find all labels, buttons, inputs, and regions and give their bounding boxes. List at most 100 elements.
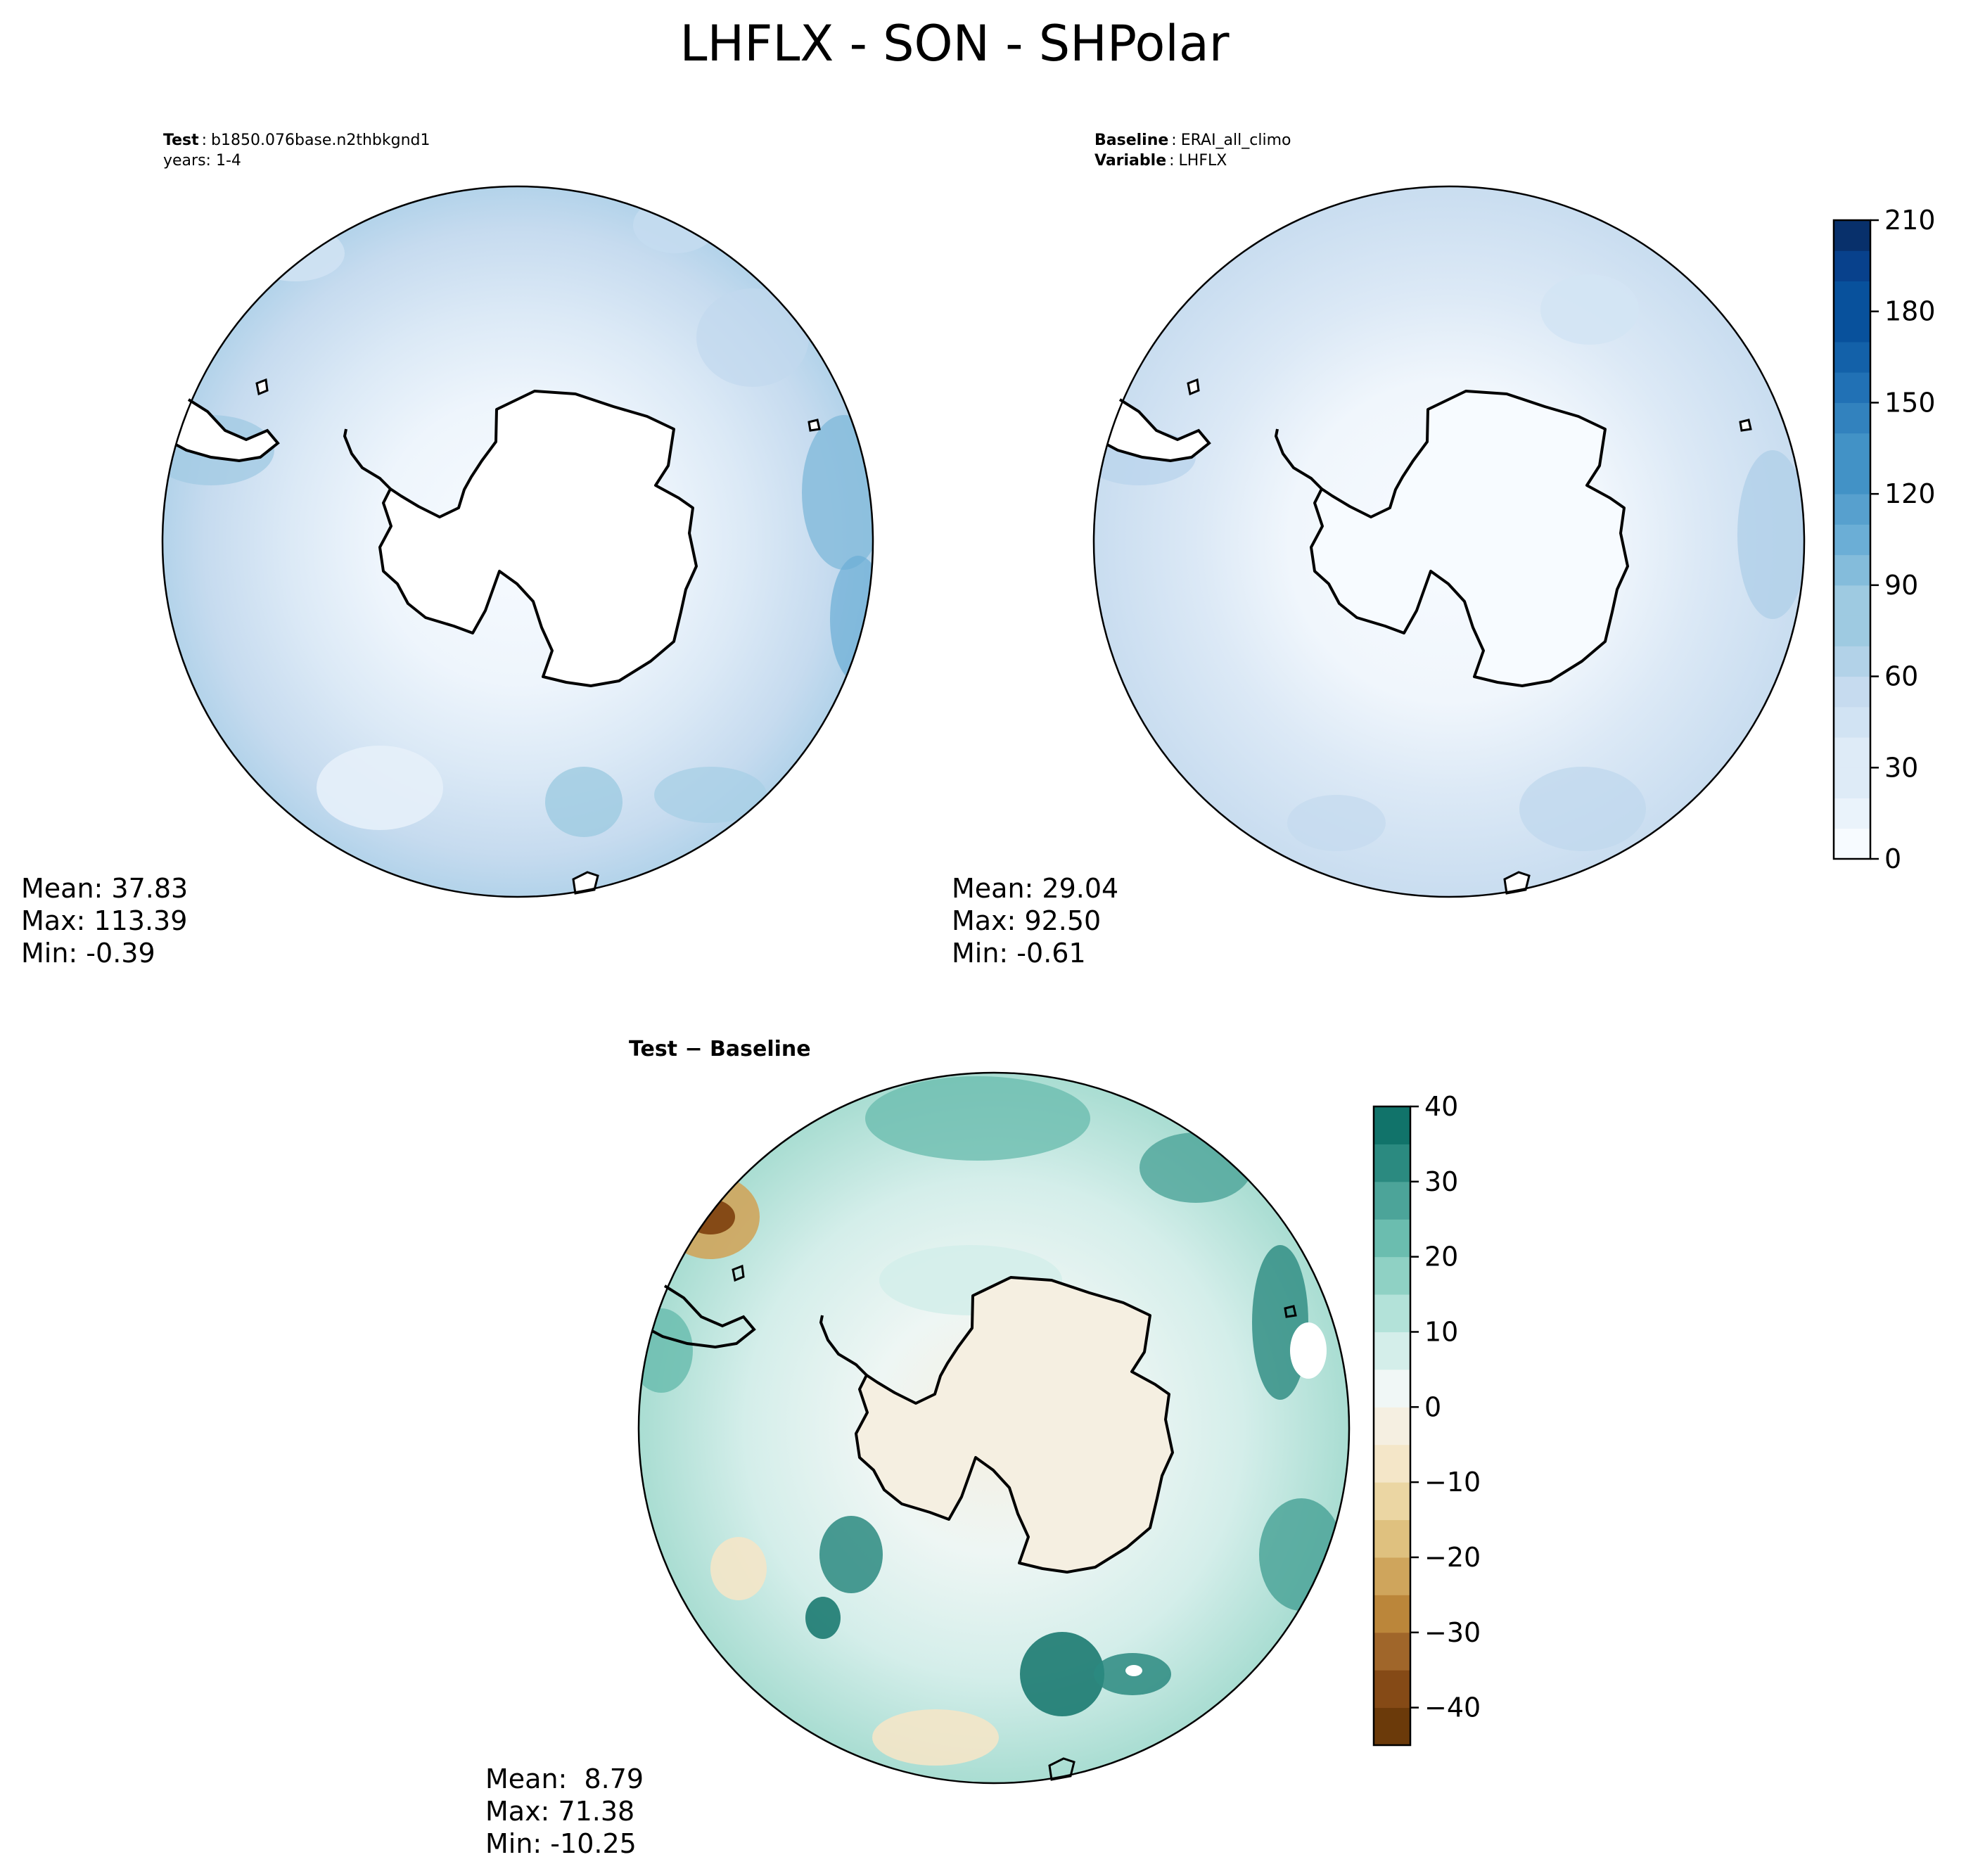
blues-colorbar-band <box>1834 281 1870 312</box>
brbg-colorbar-tick-label: −30 <box>1424 1617 1481 1648</box>
test-header-label: Test <box>163 132 199 149</box>
blues-colorbar-band <box>1834 828 1870 860</box>
baseline-variable: Variable: LHFLX <box>1094 152 1227 170</box>
test-panel: Test: b1850.076base.n2thbkgnd1 years: 1-4 <box>21 132 874 969</box>
test-island-2 <box>808 419 821 432</box>
blues-colorbar-band <box>1834 250 1870 281</box>
brbg-colorbar-band <box>1374 1632 1410 1671</box>
brbg-colorbar-tick-label: 30 <box>1424 1166 1458 1197</box>
test-island-3 <box>572 871 599 895</box>
brbg-colorbar-tick-label: −40 <box>1424 1692 1481 1723</box>
blues-colorbar-band <box>1834 372 1870 403</box>
difference-island-1 <box>732 1264 745 1282</box>
blues-colorbar-band <box>1834 494 1870 525</box>
blues-colorbar-band <box>1834 646 1870 677</box>
brbg-colorbar-band <box>1374 1444 1410 1483</box>
difference-panel: Test − Baseline <box>485 1037 1481 1859</box>
baseline-header-value: ERAI_all_climo <box>1181 132 1291 149</box>
blues-colorbar-band <box>1834 615 1870 646</box>
brbg-colorbar-tick-label: −20 <box>1424 1542 1481 1573</box>
brbg-colorbar-tick-label: 40 <box>1424 1091 1458 1122</box>
test-header: Test: b1850.076base.n2thbkgnd1 <box>163 132 430 149</box>
blues-colorbar-band <box>1834 676 1870 708</box>
blues-colorbar-tick-label: 30 <box>1884 752 1918 783</box>
blues-colorbar-outline <box>1832 219 1872 860</box>
brbg-colorbar-band <box>1374 1407 1410 1446</box>
baseline-variable-label: Variable <box>1094 152 1166 170</box>
test-south-america <box>175 398 280 463</box>
difference-antarctica <box>855 1276 1174 1574</box>
brbg-colorbar-band <box>1374 1707 1410 1746</box>
baseline-peninsula <box>1274 428 1323 490</box>
figure-title: LHFLX - SON - SHPolar <box>679 15 1229 72</box>
brbg-colorbar-band <box>1374 1557 1410 1595</box>
baseline-island-1 <box>1187 378 1200 396</box>
test-max: Max: 113.39 <box>21 905 187 936</box>
blues-colorbar-tick-label: 60 <box>1884 661 1918 692</box>
blues-colorbar-band <box>1834 341 1870 373</box>
test-island-1 <box>255 378 269 396</box>
test-map <box>161 185 874 898</box>
difference-map <box>637 1071 1351 1785</box>
baseline-variable-value: LHFLX <box>1179 152 1227 170</box>
difference-mean: Mean: 8.79 <box>485 1763 644 1794</box>
baseline-map <box>1092 185 1806 898</box>
difference-island-3 <box>1048 1757 1075 1781</box>
blues-colorbar-band <box>1834 433 1870 464</box>
baseline-island-2 <box>1739 419 1752 432</box>
blues-colorbar-band <box>1834 220 1870 251</box>
brbg-colorbar-band <box>1374 1369 1410 1408</box>
baseline-island-3 <box>1503 871 1531 895</box>
test-peninsula <box>343 428 392 490</box>
difference-south-america <box>651 1284 756 1349</box>
brbg-colorbar-band <box>1374 1144 1410 1182</box>
blues-colorbar-band <box>1834 798 1870 829</box>
test-min: Min: -0.39 <box>21 938 155 969</box>
difference-max: Max: 71.38 <box>485 1796 634 1827</box>
brbg-colorbar-tick-label: 20 <box>1424 1242 1458 1272</box>
test-mean: Mean: 37.83 <box>21 873 188 904</box>
blues-colorbar-band <box>1834 706 1870 738</box>
brbg-colorbar-band <box>1374 1519 1410 1558</box>
brbg-colorbar-band <box>1374 1294 1410 1332</box>
brbg-colorbar-band <box>1374 1256 1410 1295</box>
brbg-colorbar-band <box>1374 1332 1410 1370</box>
brbg-colorbar-tick-label: 10 <box>1424 1316 1458 1347</box>
brbg-colorbar-band <box>1374 1181 1410 1220</box>
brbg-colorbar-band <box>1374 1219 1410 1258</box>
blues-colorbar-band <box>1834 402 1870 434</box>
blues-colorbar-tick-label: 150 <box>1884 387 1936 418</box>
blues-colorbar-band <box>1834 737 1870 768</box>
baseline-antarctica <box>1310 390 1629 687</box>
blues-colorbar-band <box>1834 767 1870 799</box>
difference-map-border <box>637 1071 1351 1785</box>
baseline-max: Max: 92.50 <box>952 905 1101 936</box>
baseline-south-america <box>1106 398 1211 463</box>
brbg-colorbar-band <box>1374 1106 1410 1144</box>
baseline-map-patches <box>1094 274 1804 851</box>
baseline-header-label: Baseline <box>1094 132 1168 149</box>
brbg-colorbar: 40 30 20 10 0 −10 −20 −30 −40 <box>1372 1091 1481 1747</box>
blues-colorbar-band <box>1834 311 1870 343</box>
brbg-colorbar-tick-label: 0 <box>1424 1391 1441 1422</box>
baseline-header: Baseline: ERAI_all_climo <box>1094 132 1291 149</box>
baseline-min: Min: -0.61 <box>952 938 1086 969</box>
brbg-colorbar-band <box>1374 1670 1410 1709</box>
baseline-mean: Mean: 29.04 <box>952 873 1118 904</box>
test-map-border <box>161 185 874 898</box>
brbg-colorbar-band <box>1374 1482 1410 1521</box>
test-header-value: b1850.076base.n2thbkgnd1 <box>211 132 430 149</box>
difference-min: Min: -10.25 <box>485 1828 637 1859</box>
brbg-colorbar-outline <box>1372 1105 1412 1747</box>
baseline-map-border <box>1092 185 1806 898</box>
brbg-colorbar-band <box>1374 1595 1410 1633</box>
difference-island-2 <box>1284 1305 1297 1318</box>
blues-colorbar-tick-label: 0 <box>1884 843 1901 874</box>
test-header-years: years: 1-4 <box>163 152 241 170</box>
blues-colorbar-band <box>1834 463 1870 494</box>
blues-colorbar-band <box>1834 554 1870 586</box>
difference-peninsula <box>819 1315 868 1377</box>
blues-colorbar-band <box>1834 524 1870 556</box>
blues-colorbar-tick-label: 90 <box>1884 570 1918 601</box>
